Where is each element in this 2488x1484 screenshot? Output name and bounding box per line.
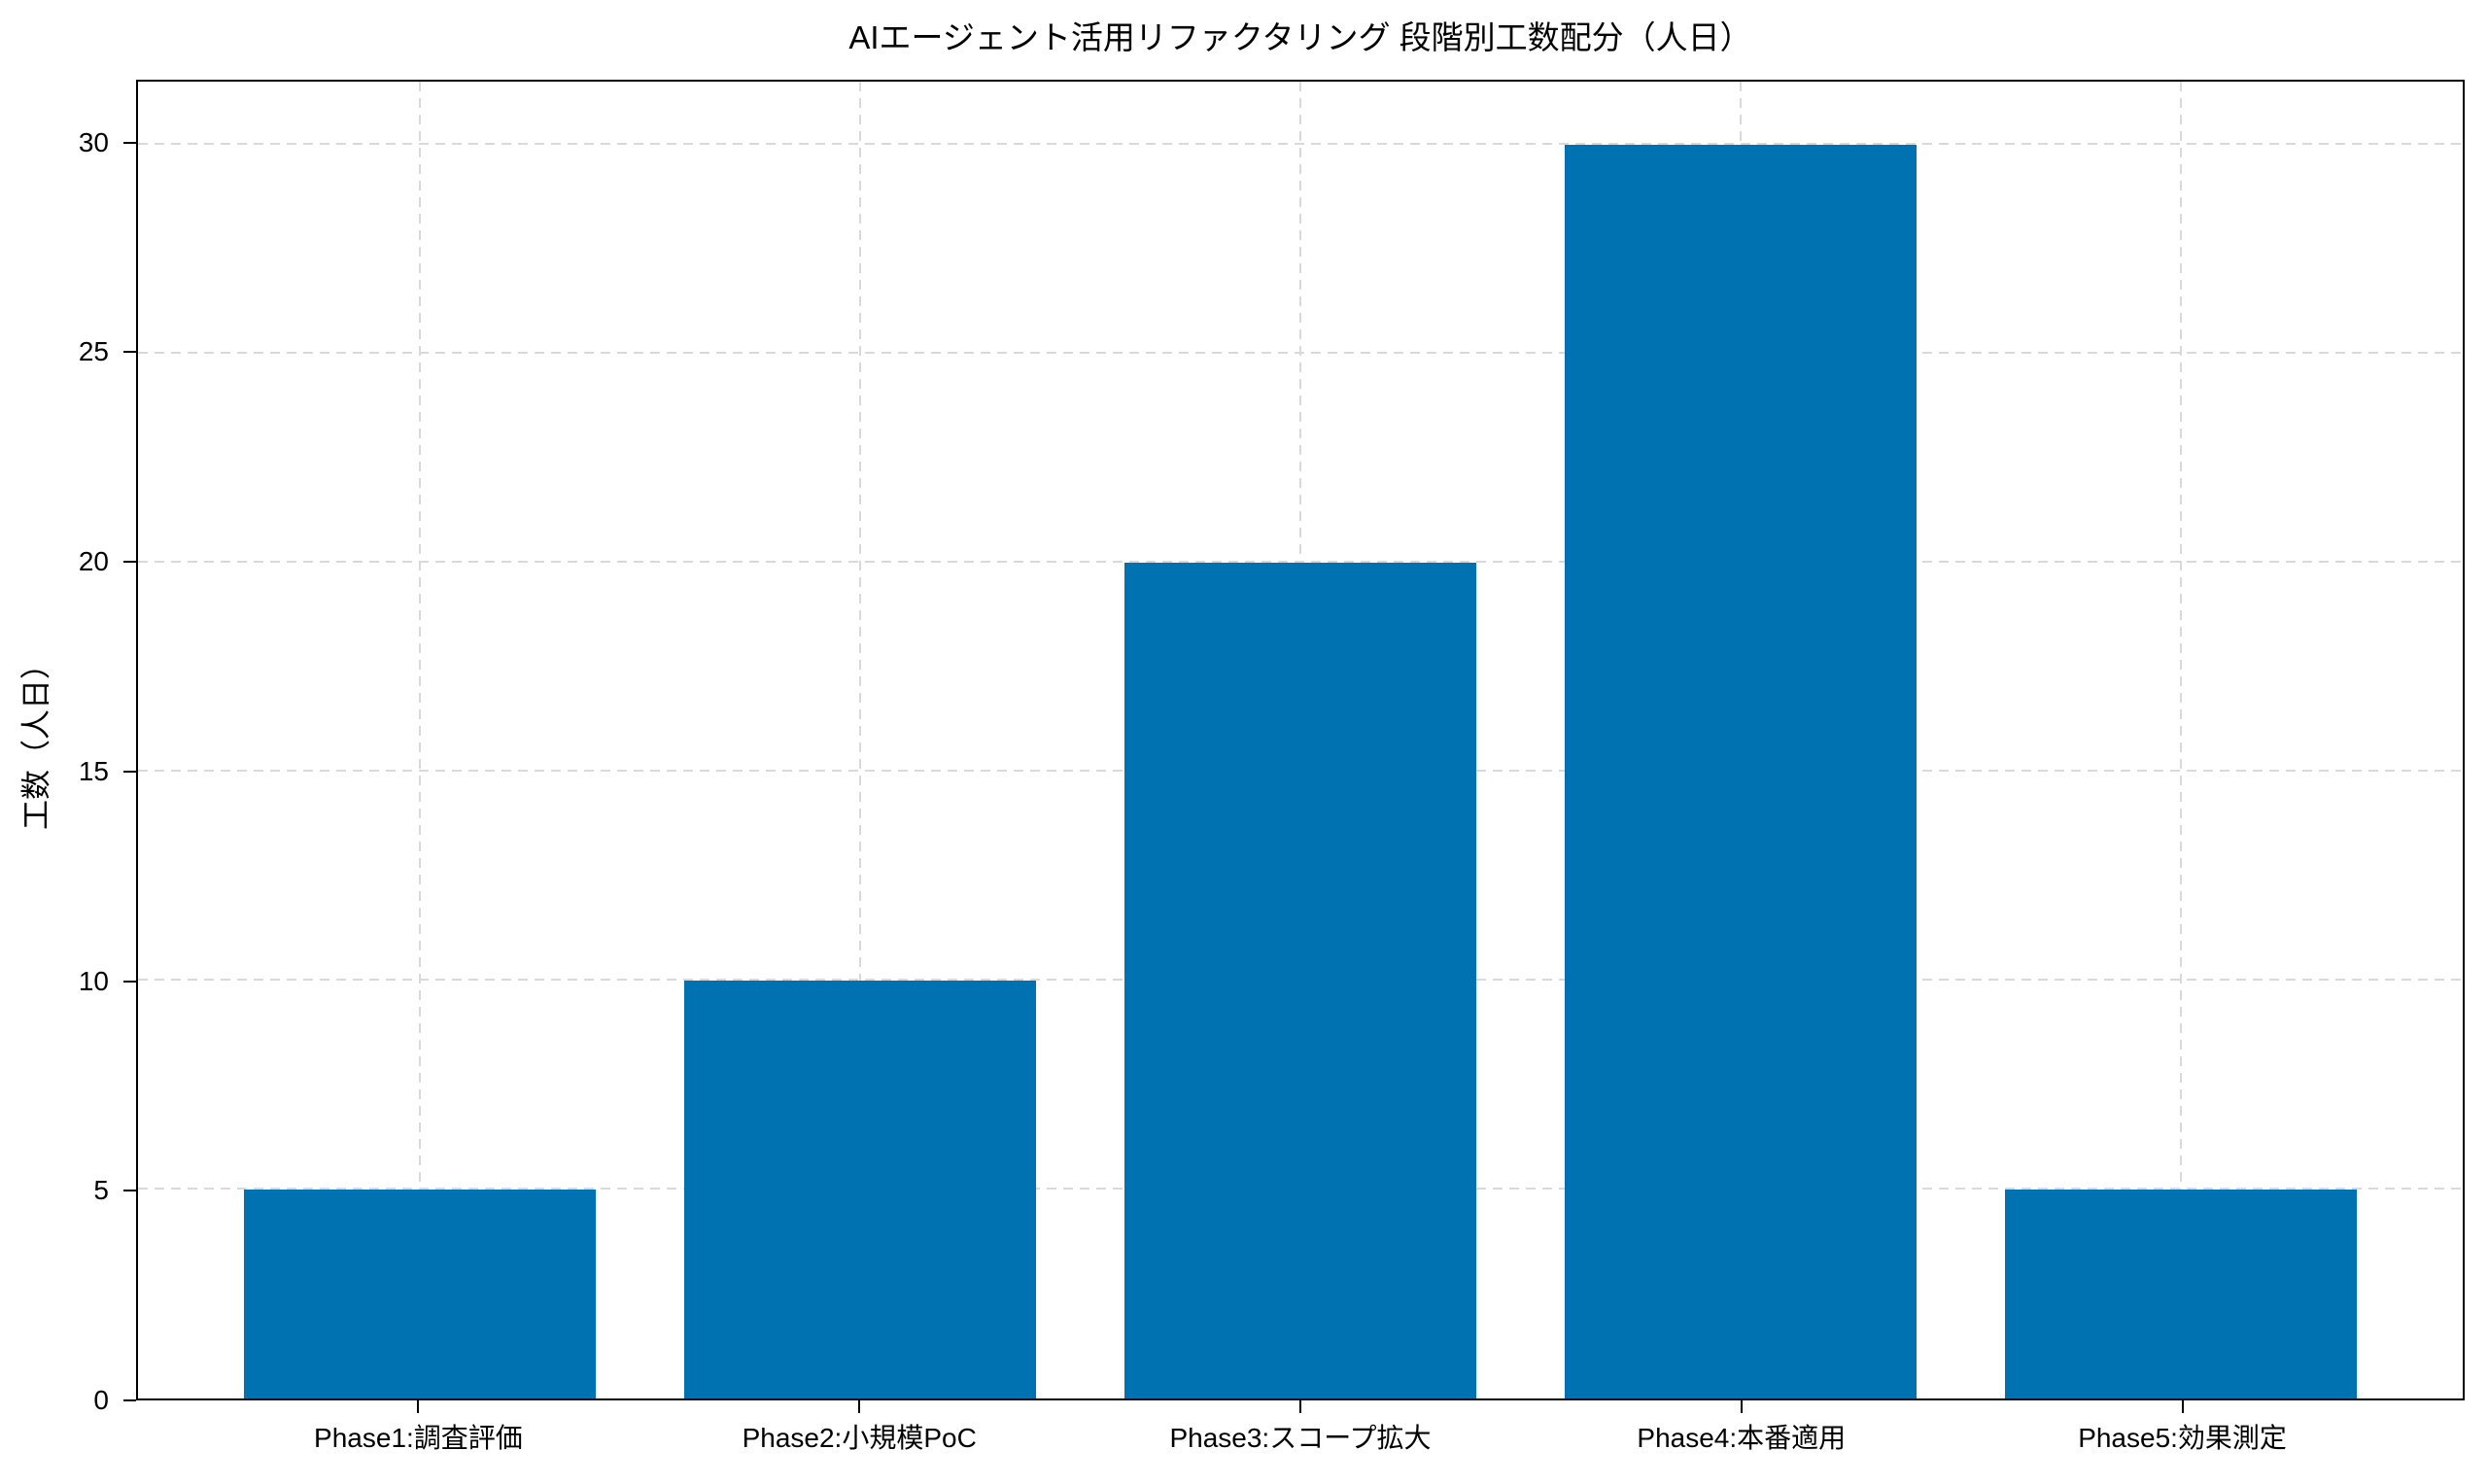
bar (1123, 562, 1477, 1398)
y-tick-mark (123, 351, 136, 354)
y-tick-label: 20 (78, 546, 109, 577)
y-tick-marks (123, 80, 136, 1401)
y-tick-label: 25 (78, 336, 109, 367)
y-tick-label: 15 (78, 755, 109, 786)
x-tick-label: Phase3:スコープ拡大 (1169, 1423, 1432, 1453)
y-tick-labels: 0 5 10 15 20 25 30 (0, 80, 109, 1415)
bar (1564, 144, 1918, 1398)
y-tick-mark (123, 1399, 136, 1401)
bar (2004, 1189, 2358, 1398)
y-tick-label: 5 (93, 1175, 109, 1206)
y-tick-label: 30 (78, 126, 109, 157)
x-tick-mark (858, 1400, 861, 1413)
plot-area (136, 80, 2465, 1400)
x-tick-mark (1299, 1400, 1301, 1413)
x-tick-mark (2181, 1400, 2184, 1413)
x-tick-label: Phase1:調査評価 (314, 1423, 523, 1453)
y-tick-mark (123, 770, 136, 773)
y-tick-mark (123, 1190, 136, 1192)
x-tick-label: Phase2:小規模PoC (742, 1423, 977, 1453)
chart-title: AIエージェント活用リファクタリング 段階別工数配分（人日） (848, 19, 1752, 55)
x-tick-label: Phase4:本番適用 (1637, 1423, 1847, 1453)
bar (243, 1189, 597, 1398)
y-tick-mark (123, 561, 136, 564)
x-tick-labels: Phase1:調査評価 Phase2:小規模PoC Phase3:スコープ拡大 Pha… (136, 1417, 2465, 1458)
x-tick-mark (417, 1400, 420, 1413)
bar (683, 980, 1037, 1398)
x-tick-mark (1740, 1400, 1743, 1413)
gridline-vertical (858, 82, 861, 1398)
y-tick-mark (123, 980, 136, 983)
x-tick-label: Phase5:効果測定 (2078, 1423, 2287, 1453)
y-tick-mark (123, 141, 136, 144)
gridline-vertical (2180, 82, 2183, 1398)
y-tick-label: 10 (78, 965, 109, 996)
gridline-vertical (418, 82, 421, 1398)
x-tick-marks (136, 1400, 2465, 1413)
y-tick-label: 0 (93, 1385, 109, 1415)
